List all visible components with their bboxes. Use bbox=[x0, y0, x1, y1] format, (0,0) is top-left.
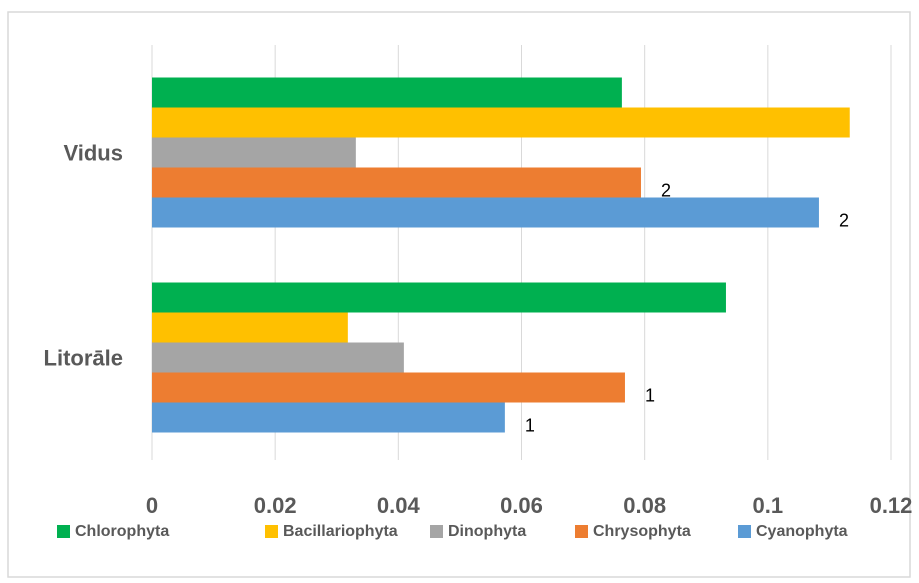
legend-label: Bacillariophyta bbox=[283, 523, 398, 540]
bar bbox=[152, 197, 819, 228]
x-tick-label: 0.12 bbox=[870, 493, 913, 518]
bar bbox=[152, 107, 850, 138]
x-tick-label: 0.08 bbox=[623, 493, 666, 518]
legend-swatch bbox=[738, 525, 751, 538]
bar bbox=[152, 372, 625, 403]
y-tick-label: Vidus bbox=[63, 140, 123, 165]
x-tick-label: 0 bbox=[146, 493, 158, 518]
bar bbox=[152, 167, 641, 198]
legend-label: Chrysophyta bbox=[593, 523, 691, 540]
x-tick-label: 0.06 bbox=[500, 493, 543, 518]
bar bbox=[152, 312, 348, 343]
legend-swatch bbox=[265, 525, 278, 538]
bar-label: 2 bbox=[839, 210, 849, 230]
legend-label: Dinophyta bbox=[448, 523, 526, 540]
legend-swatch bbox=[430, 525, 443, 538]
bar bbox=[152, 342, 404, 373]
x-tick-label: 0.02 bbox=[254, 493, 297, 518]
legend-swatch bbox=[575, 525, 588, 538]
legend-label: Chlorophyta bbox=[75, 523, 169, 540]
bar bbox=[152, 137, 356, 168]
legend-swatch bbox=[57, 525, 70, 538]
bar bbox=[152, 402, 505, 433]
bar bbox=[152, 77, 622, 108]
bar-label: 1 bbox=[525, 415, 535, 435]
x-tick-label: 0.04 bbox=[377, 493, 421, 518]
x-tick-label: 0.1 bbox=[753, 493, 784, 518]
y-tick-label: Litorāle bbox=[44, 345, 123, 370]
legend-label: Cyanophyta bbox=[756, 523, 848, 540]
bar bbox=[152, 282, 726, 313]
bar-label: 1 bbox=[645, 385, 655, 405]
bar-label: 2 bbox=[661, 180, 671, 200]
